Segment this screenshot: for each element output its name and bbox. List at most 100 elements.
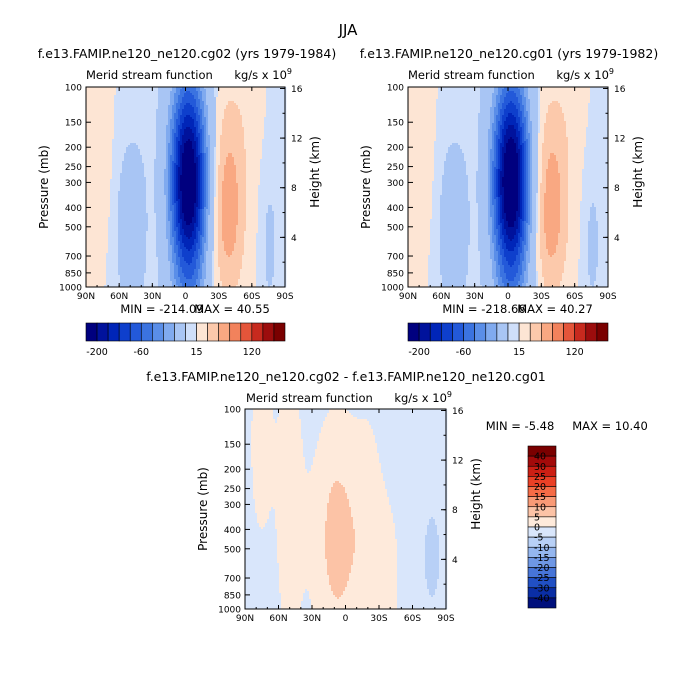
contour-cell <box>154 169 157 172</box>
contour-cell <box>144 97 147 100</box>
contour-cell <box>166 93 169 96</box>
contour-cell <box>282 107 285 110</box>
contour-cell <box>114 139 117 142</box>
contour-cell <box>146 103 149 106</box>
contour-cell <box>220 111 223 114</box>
contour-cell <box>258 117 261 120</box>
contour-cell <box>120 113 123 116</box>
contour-cell <box>150 157 153 160</box>
contour-cell <box>234 173 237 176</box>
contour-cell <box>162 103 165 106</box>
contour-cell <box>152 95 155 98</box>
contour-cell <box>276 155 279 158</box>
contour-cell <box>232 179 235 182</box>
contour-cell <box>274 155 277 158</box>
contour-cell <box>240 157 243 160</box>
contour-cell <box>244 173 247 176</box>
contour-cell <box>156 181 159 184</box>
contour-cell <box>146 141 149 144</box>
contour-cell <box>164 123 167 126</box>
contour-cell <box>196 147 199 150</box>
contour-cell <box>264 137 267 140</box>
contour-cell <box>196 109 199 112</box>
contour-cell <box>264 179 267 182</box>
contour-cell <box>90 99 93 102</box>
contour-cell <box>194 179 197 182</box>
contour-cell <box>162 127 165 130</box>
contour-cell <box>268 173 271 176</box>
contour-cell <box>98 97 101 100</box>
contour-cell <box>122 139 125 142</box>
contour-cell <box>130 157 133 160</box>
contour-cell <box>130 129 133 132</box>
contour-cell <box>270 173 273 176</box>
contour-cell <box>174 157 177 160</box>
contour-cell <box>214 139 217 142</box>
contour-cell <box>250 101 253 104</box>
contour-cell <box>214 185 217 188</box>
contour-cell <box>276 119 279 122</box>
contour-cell <box>118 161 121 164</box>
contour-cell <box>242 159 245 162</box>
contour-cell <box>250 161 253 164</box>
contour-cell <box>142 135 145 138</box>
contour-cell <box>274 153 277 156</box>
contour-cell <box>240 173 243 176</box>
contour-cell <box>266 107 269 110</box>
contour-cell <box>130 175 133 178</box>
contour-cell <box>210 137 213 140</box>
contour-cell <box>236 123 239 126</box>
contour-cell <box>268 125 271 128</box>
contour-cell <box>88 117 91 120</box>
contour-cell <box>130 135 133 138</box>
contour-cell <box>260 115 263 118</box>
contour-cell <box>270 125 273 128</box>
contour-cell <box>218 161 221 164</box>
contour-cell <box>208 185 211 188</box>
contour-cell <box>232 137 235 140</box>
contour-cell <box>222 137 225 140</box>
contour-cell <box>198 163 201 166</box>
contour-cell <box>164 121 167 124</box>
contour-cell <box>212 167 215 170</box>
contour-cell <box>176 145 179 148</box>
contour-cell <box>108 145 111 148</box>
contour-cell <box>132 161 135 164</box>
contour-cell <box>198 135 201 138</box>
contour-cell <box>244 125 247 128</box>
contour-cell <box>106 169 109 172</box>
contour-cell <box>186 119 189 122</box>
contour-cell <box>96 97 99 100</box>
contour-cell <box>172 149 175 152</box>
contour-cell <box>94 183 97 186</box>
contour-cell <box>92 161 95 164</box>
contour-cell <box>200 141 203 144</box>
contour-cell <box>86 95 89 98</box>
contour-cell <box>236 111 239 114</box>
contour-cell <box>122 111 125 114</box>
contour-cell <box>142 113 145 116</box>
contour-cell <box>266 119 269 122</box>
contour-cell <box>128 181 131 184</box>
contour-cell <box>142 153 145 156</box>
contour-cell <box>162 171 165 174</box>
contour-cell <box>108 153 111 156</box>
contour-cell <box>114 183 117 186</box>
contour-cell <box>256 137 259 140</box>
contour-cell <box>198 155 201 158</box>
contour-cell <box>200 93 203 96</box>
contour-cell <box>216 111 219 114</box>
contour-cell <box>214 97 217 100</box>
contour-cell <box>188 87 191 90</box>
contour-cell <box>138 111 141 114</box>
contour-cell <box>258 173 261 176</box>
contour-cell <box>202 137 205 140</box>
contour-cell <box>220 89 223 92</box>
contour-cell <box>180 99 183 102</box>
contour-cell <box>228 171 231 174</box>
contour-cell <box>152 159 155 162</box>
contour-cell <box>222 181 225 184</box>
contour-cell <box>224 161 227 164</box>
contour-cell <box>184 141 187 144</box>
contour-cell <box>132 167 135 170</box>
